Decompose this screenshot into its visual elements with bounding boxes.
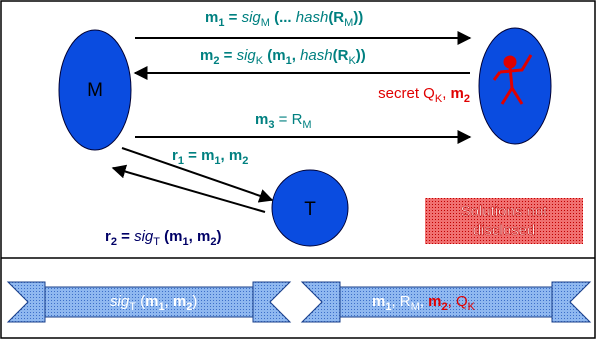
text-segment: m: [205, 9, 218, 26]
text-segment: =: [184, 147, 201, 164]
text-segment: M: [261, 17, 270, 29]
text-segment: ,: [292, 47, 300, 64]
stamp-text: Solutions not: [461, 203, 549, 220]
text-segment: =: [219, 47, 236, 64]
text-segment: ,: [442, 85, 450, 102]
label-r2: r2 = sigT (m1, m2): [105, 228, 221, 248]
text-segment: m: [145, 293, 158, 310]
text-segment: ,: [189, 228, 197, 245]
text-segment: (R: [333, 47, 349, 64]
text-segment: 2: [464, 93, 470, 105]
text-segment: m: [200, 47, 213, 64]
text-segment: 2: [242, 155, 248, 167]
node-label: M: [87, 80, 103, 101]
text-segment: ): [192, 293, 197, 310]
text-segment: K: [468, 301, 476, 313]
label-secret: secret QK, m2: [378, 85, 470, 105]
text-segment: =: [224, 9, 241, 26]
text-segment: (R: [328, 9, 344, 26]
text-segment: (...: [270, 9, 296, 26]
text-segment: m: [169, 228, 182, 245]
text-segment: , R: [391, 293, 410, 310]
diagram: M T m1 = sigM (... hash(RM)) m2 = sigK (…: [0, 0, 596, 339]
text-segment: hash: [300, 47, 333, 64]
text-segment: m: [173, 293, 186, 310]
text-segment: m: [428, 293, 441, 310]
text-segment: sig: [237, 47, 257, 64]
node-k: [479, 28, 551, 144]
text-segment: M: [411, 301, 420, 313]
text-segment: m: [451, 85, 464, 102]
text-segment: m: [201, 147, 214, 164]
text-segment: m: [229, 147, 242, 164]
text-segment: hash: [296, 9, 329, 26]
text-segment: m: [272, 47, 285, 64]
text-segment: ): [216, 228, 221, 245]
text-segment: ,: [221, 147, 229, 164]
text-segment: M: [344, 17, 353, 29]
label-m2: m2 = sigK (m1, hash(RK)): [200, 47, 366, 67]
text-segment: m: [255, 111, 268, 128]
text-segment: M: [302, 119, 311, 131]
text-segment: ,: [420, 293, 428, 310]
text-segment: sig: [242, 9, 262, 26]
text-segment: )): [356, 47, 366, 64]
text-segment: = R: [274, 111, 302, 128]
text-segment: (: [136, 293, 145, 310]
text-segment: sig: [110, 293, 130, 310]
text-segment: secret Q: [378, 85, 435, 102]
banners: [8, 282, 590, 322]
text-segment: )): [353, 9, 363, 26]
label-r1: r1 = m1, m2: [172, 147, 248, 167]
label-m1: m1 = sigM (... hash(RM)): [205, 9, 363, 29]
text-segment: m: [372, 293, 385, 310]
label-m3: m3 = RM: [255, 111, 312, 131]
text-segment: ,: [165, 293, 173, 310]
stamp-text: disclosed: [473, 222, 536, 239]
text-segment: , Q: [448, 293, 468, 310]
text-segment: m: [197, 228, 210, 245]
text-segment: (: [160, 228, 169, 245]
text-segment: sig: [134, 228, 154, 245]
node-label: T: [304, 199, 316, 220]
text-segment: (: [263, 47, 272, 64]
text-segment: =: [117, 228, 134, 245]
